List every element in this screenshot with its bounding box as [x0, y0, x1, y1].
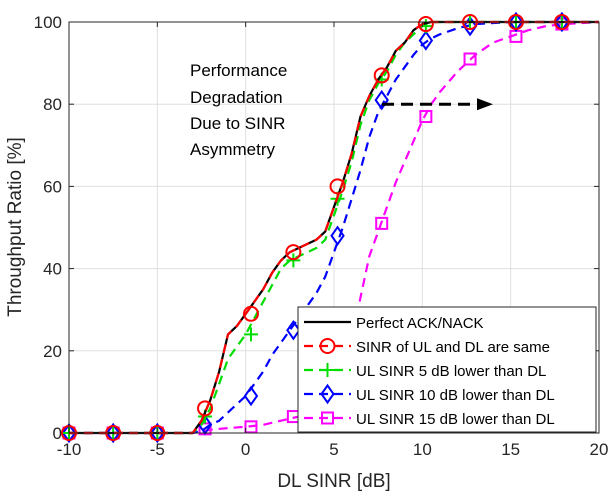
legend-box — [297, 306, 597, 433]
series-4-point — [463, 52, 477, 66]
series-3-point — [150, 422, 165, 444]
legend-marker-3 — [320, 383, 335, 405]
y-tick-label: 60 — [43, 177, 62, 196]
x-tick-label: -10 — [57, 440, 82, 459]
x-tick-label: -5 — [150, 440, 165, 459]
series-3-point — [462, 15, 478, 37]
x-tick-label: 15 — [501, 440, 520, 459]
x-tick-label: 20 — [590, 440, 609, 459]
series-3-point — [374, 89, 389, 111]
series-3-point — [61, 422, 77, 444]
series-1-point — [373, 67, 390, 84]
y-tick-label: 20 — [43, 342, 62, 361]
legend-label-1: SINR of UL and DL are same — [356, 339, 550, 356]
series-3-point — [330, 225, 345, 246]
annotation-line-2: Degradation — [190, 88, 283, 107]
legend-entries — [304, 320, 351, 425]
series-1-point — [329, 178, 346, 195]
legend: Perfect ACK/NACK SINR of UL and DL are s… — [297, 306, 597, 433]
y-tick-label: 80 — [43, 95, 62, 114]
series-3-point — [105, 422, 121, 444]
y-axis-label: Throughput Ratio [%] — [5, 137, 26, 317]
y-tick-label: 100 — [34, 13, 62, 32]
x-tick-label: 5 — [329, 440, 338, 459]
legend-marker-1 — [319, 338, 336, 354]
series-3-point — [508, 11, 524, 33]
y-tick-label: 0 — [53, 424, 62, 443]
series-1-point — [417, 16, 434, 33]
series-3-point — [418, 30, 434, 51]
series-4-point — [419, 110, 433, 124]
annotation-arrow-head — [477, 98, 493, 111]
series-2-point — [286, 253, 301, 268]
series-3-point — [286, 320, 301, 341]
legend-label-3: UL SINR 10 dB lower than DL — [356, 387, 555, 404]
series-line-3 — [69, 20, 599, 435]
annotation: Performance Degradation Due to SINR Asym… — [190, 61, 493, 159]
annotation-line-1: Performance — [190, 61, 287, 80]
series-3-point — [554, 11, 570, 33]
legend-label-2: UL SINR 5 dB lower than DL — [356, 363, 546, 380]
series-3 — [61, 11, 599, 444]
y-tick-label: 40 — [43, 260, 62, 279]
legend-marker-2 — [320, 363, 335, 377]
x-tick-label: 10 — [413, 440, 432, 459]
series-1-point — [242, 305, 259, 322]
series-layer — [61, 11, 600, 444]
series-line-2 — [69, 20, 599, 435]
legend-marker-4 — [321, 411, 334, 425]
series-1-point — [197, 400, 214, 417]
series-4-point — [244, 420, 258, 434]
legend-label-4: UL SINR 15 dB lower than DL — [356, 411, 555, 428]
series-1-point — [285, 244, 302, 261]
series-line-1 — [69, 20, 599, 435]
series-3-point — [243, 385, 259, 407]
annotation-line-4: Asymmetry — [190, 140, 276, 159]
x-tick-label: 0 — [241, 440, 250, 459]
series-1 — [61, 14, 599, 441]
legend-label-0: Perfect ACK/NACK — [356, 315, 484, 332]
annotation-line-3: Due to SINR — [190, 114, 285, 133]
x-axis-label: DL SINR [dB] — [277, 471, 390, 492]
tick-labels: -10 -5 0 5 10 15 20 0 20 40 60 80 100 — [34, 13, 609, 459]
series-2-point — [243, 327, 258, 342]
series-4-point — [375, 216, 389, 230]
